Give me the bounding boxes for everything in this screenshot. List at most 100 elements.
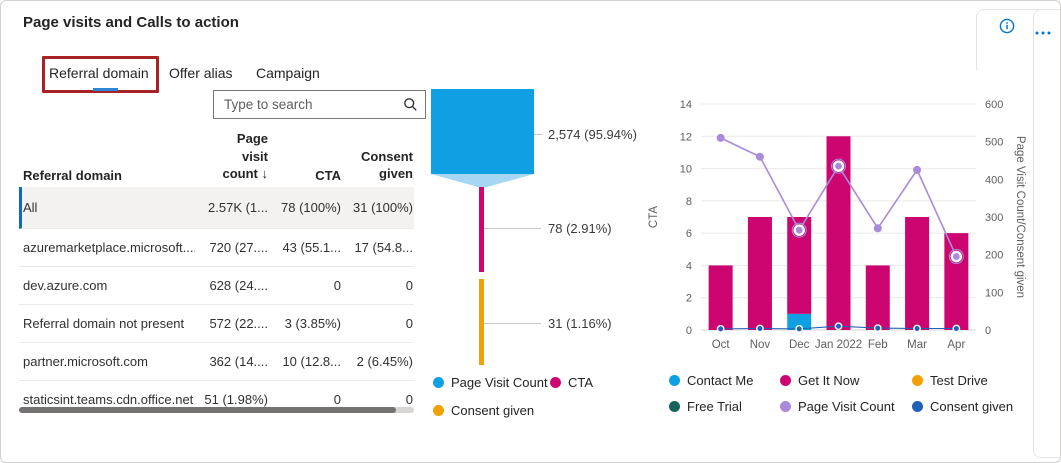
axis-label: Dec bbox=[789, 339, 810, 351]
legend-dot bbox=[780, 401, 791, 412]
bar-get-it-now[interactable] bbox=[747, 217, 772, 330]
search-input[interactable] bbox=[222, 96, 403, 113]
legend-dot bbox=[433, 405, 444, 416]
funnel-callout-line bbox=[484, 323, 541, 324]
funnel-callout-line bbox=[534, 134, 543, 135]
bar-get-it-now[interactable] bbox=[708, 265, 733, 330]
referral-domain-table: All 2.57K (1... 78 (100%) 31 (100%) azur… bbox=[19, 187, 414, 411]
search-box[interactable] bbox=[213, 90, 426, 119]
table-row-azuremarketplace[interactable]: azuremarketplace.microsoft.... 720 (27..… bbox=[19, 229, 414, 267]
axis-label: 10 bbox=[680, 164, 692, 176]
bar-get-it-now[interactable] bbox=[865, 265, 890, 330]
funnel-legend-page-visit-count[interactable]: Page Visit Count bbox=[433, 375, 548, 390]
data-point-page-visit-count[interactable] bbox=[716, 133, 725, 142]
tab-campaign[interactable]: Campaign bbox=[256, 65, 320, 81]
info-icon[interactable] bbox=[999, 18, 1015, 34]
column-header-page-visit-count[interactable]: Page visit count ↓ bbox=[222, 131, 269, 182]
axis-label: 500 bbox=[985, 137, 1003, 149]
right-axis-title: Page Visit Count/Consent given bbox=[1014, 136, 1026, 298]
funnel-stage-cta[interactable] bbox=[479, 187, 484, 272]
table-row-not-present[interactable]: Referral domain not present 572 (22.... … bbox=[19, 305, 414, 343]
column-header-referral-domain[interactable]: Referral domain bbox=[23, 168, 122, 183]
table-row-dev-azure[interactable]: dev.azure.com 628 (24.... 0 0 bbox=[19, 267, 414, 305]
axis-label: 8 bbox=[686, 196, 692, 208]
magnifier-icon[interactable] bbox=[403, 97, 418, 112]
legend-dot bbox=[550, 377, 561, 388]
axis-label: 14 bbox=[680, 99, 692, 111]
legend-dot bbox=[780, 375, 791, 386]
funnel-label-cta: 78 (2.91%) bbox=[548, 221, 612, 236]
bar-contact-me[interactable] bbox=[787, 313, 812, 330]
table-row-partner-microsoft[interactable]: partner.microsoft.com 362 (14.... 10 (12… bbox=[19, 343, 414, 381]
axis-label: 2 bbox=[686, 293, 692, 305]
axis-label: Mar bbox=[907, 339, 927, 351]
legend-dot bbox=[433, 377, 444, 388]
funnel-stage-consent-given[interactable] bbox=[479, 279, 484, 365]
legend-dot bbox=[912, 401, 923, 412]
tab-referral-domain[interactable]: Referral domain bbox=[49, 65, 149, 81]
data-point-page-visit-count[interactable] bbox=[793, 224, 806, 236]
axis-label: Jan 2022 bbox=[815, 339, 862, 351]
axis-label: 300 bbox=[985, 212, 1003, 224]
data-point-ring bbox=[791, 222, 807, 238]
page-title: Page visits and Calls to action bbox=[23, 14, 239, 31]
data-point-consent-given[interactable] bbox=[834, 322, 843, 331]
data-point-consent-given[interactable] bbox=[795, 324, 804, 333]
sort-desc-icon: ↓ bbox=[261, 166, 269, 182]
funnel-stage-page-visit-count[interactable] bbox=[431, 89, 534, 174]
axis-label: 6 bbox=[686, 228, 692, 240]
funnel-callout-line bbox=[484, 228, 541, 229]
legend-dot bbox=[669, 375, 680, 386]
tab-offer-alias[interactable]: Offer alias bbox=[169, 65, 233, 81]
axis-label: Feb bbox=[868, 339, 888, 351]
left-axis-title: CTA bbox=[648, 206, 660, 228]
axis-label: 400 bbox=[985, 174, 1003, 186]
column-header-cta[interactable]: CTA bbox=[315, 168, 341, 183]
axis-label: 12 bbox=[680, 131, 692, 143]
table-row-staticsint[interactable]: staticsint.teams.cdn.office.net 51 (1.98… bbox=[19, 381, 414, 411]
funnel-taper bbox=[431, 174, 534, 187]
data-point-consent-given[interactable] bbox=[756, 324, 764, 333]
table-header: Referral domain Page visit count ↓ CTA C… bbox=[19, 121, 414, 190]
data-point-consent-given[interactable] bbox=[952, 324, 961, 333]
legend-free-trial[interactable]: Free Trial bbox=[669, 399, 742, 414]
legend-get-it-now[interactable]: Get It Now bbox=[780, 373, 859, 388]
data-point-page-visit-count[interactable] bbox=[873, 224, 882, 233]
panel-edge-right bbox=[1033, 9, 1060, 458]
panel-edge-top bbox=[976, 9, 1060, 70]
axis-label: 600 bbox=[985, 99, 1003, 111]
axis-label: Nov bbox=[750, 339, 771, 351]
legend-contact-me[interactable]: Contact Me bbox=[669, 373, 753, 388]
legend-page-visit-count[interactable]: Page Visit Count bbox=[780, 399, 895, 414]
data-point-page-visit-count[interactable] bbox=[950, 250, 963, 263]
data-point-ring bbox=[948, 249, 964, 265]
legend-dot bbox=[669, 401, 680, 412]
funnel-legend-consent-given[interactable]: Consent given bbox=[433, 403, 534, 418]
legend-consent-given[interactable]: Consent given bbox=[912, 399, 1013, 414]
axis-label: Apr bbox=[947, 339, 965, 351]
data-point-consent-given[interactable] bbox=[716, 324, 725, 333]
combo-chart-svg[interactable]: 0 2 4 6 8 10 12 14 0 100 200 300 400 500 600 Oct Nov Dec J… bbox=[646, 89, 1036, 367]
data-point-page-visit-count[interactable] bbox=[913, 165, 922, 174]
bar-get-it-now[interactable] bbox=[944, 233, 969, 330]
legend-test-drive[interactable]: Test Drive bbox=[912, 373, 988, 388]
funnel-legend-cta[interactable]: CTA bbox=[550, 375, 593, 390]
data-point-consent-given[interactable] bbox=[873, 324, 882, 333]
data-point-ring bbox=[831, 158, 846, 174]
data-point-page-visit-count[interactable] bbox=[755, 152, 764, 161]
axis-label: 200 bbox=[985, 250, 1003, 262]
axis-label: Oct bbox=[712, 339, 731, 351]
table-horizontal-scrollbar[interactable] bbox=[19, 407, 414, 413]
bar-get-it-now[interactable] bbox=[905, 217, 930, 330]
column-header-consent-given[interactable]: Consent given bbox=[361, 148, 413, 182]
legend-dot bbox=[912, 375, 923, 386]
table-row-all[interactable]: All 2.57K (1... 78 (100%) 31 (100%) bbox=[19, 187, 414, 229]
axis-label: 0 bbox=[686, 325, 692, 337]
scrollbar-thumb[interactable] bbox=[19, 407, 396, 413]
funnel-label-page-visits: 2,574 (95.94%) bbox=[548, 127, 637, 142]
data-point-consent-given[interactable] bbox=[913, 324, 921, 333]
data-point-page-visit-count[interactable] bbox=[832, 160, 845, 172]
ellipsis-icon[interactable] bbox=[1034, 23, 1052, 35]
axis-label: 4 bbox=[686, 260, 692, 272]
